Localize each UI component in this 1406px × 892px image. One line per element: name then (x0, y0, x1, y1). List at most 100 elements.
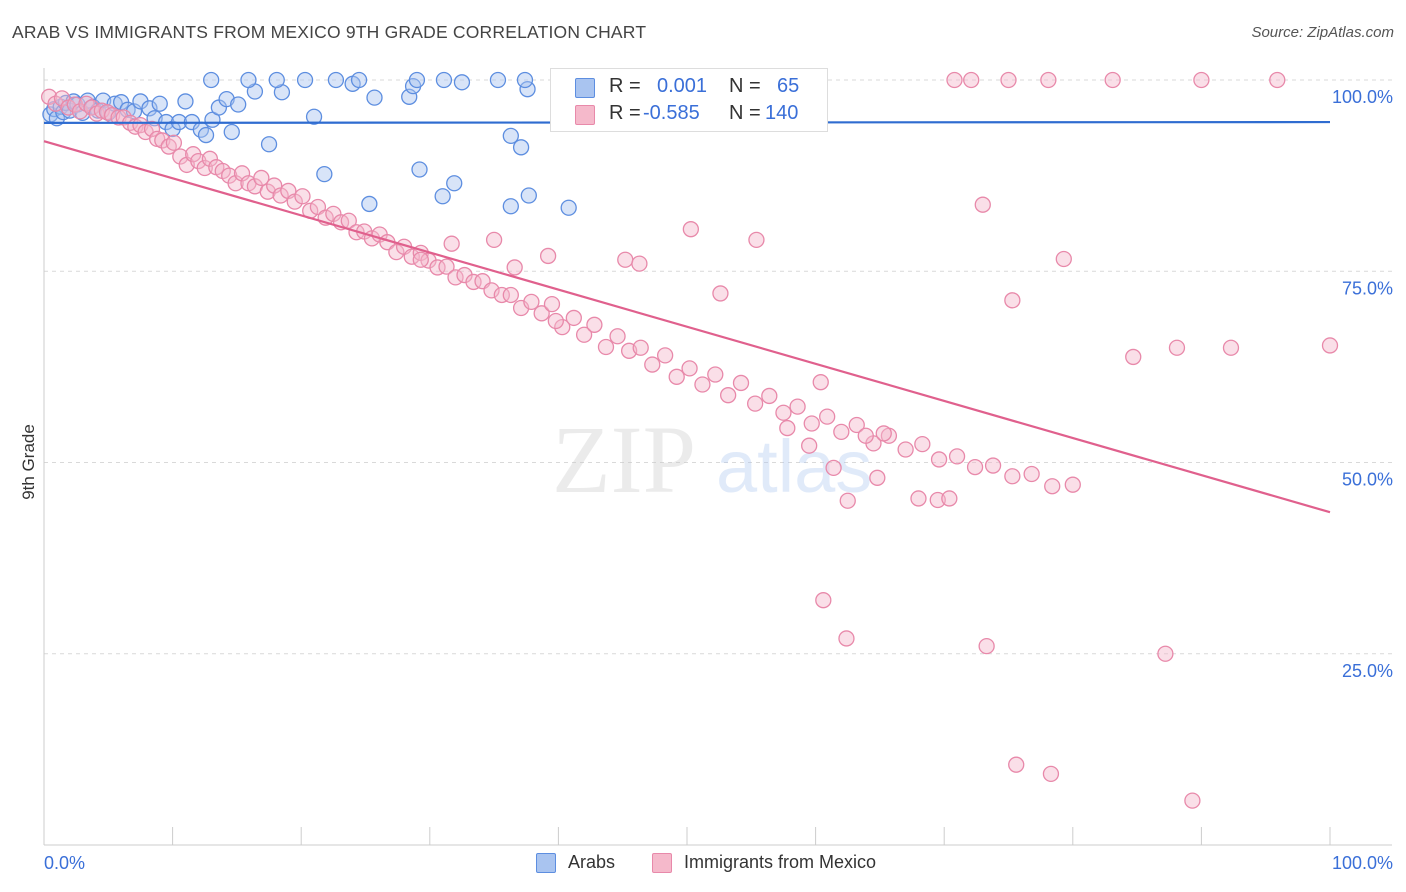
mexico-point (1157, 645, 1174, 662)
mexico-point (1222, 339, 1240, 356)
mexico-point (565, 309, 582, 327)
mexico-point (897, 441, 914, 458)
mexico-point (869, 469, 886, 486)
arabs-point (434, 188, 451, 205)
mexico-point (533, 305, 550, 322)
mexico-point (506, 259, 523, 276)
mexico-r-value: -0.585 (643, 102, 700, 124)
arabs-point (516, 71, 534, 89)
y-tick-label: 75.0% (1342, 278, 1393, 298)
mexico-point (984, 457, 1002, 474)
mexico-point (848, 416, 865, 434)
mexico-n-value: 140 (765, 102, 799, 124)
mexico-point (115, 109, 132, 126)
mexico-points (40, 71, 1339, 809)
mexico-point (617, 251, 634, 268)
mexico-point (779, 419, 796, 437)
mexico-point (1184, 792, 1201, 809)
n-label: N = (729, 75, 761, 97)
mexico-point (1193, 71, 1210, 89)
x-tick-label: 0.0% (44, 853, 85, 873)
arabs-point (177, 93, 194, 110)
mexico-swatch (575, 105, 595, 125)
mexico-point (485, 231, 503, 249)
mexico-point (143, 120, 161, 138)
mexico-point (1055, 250, 1072, 268)
mexico-point (609, 328, 626, 345)
mexico-point (539, 247, 557, 265)
mexico-point (554, 318, 571, 336)
mexico-point (547, 312, 564, 330)
source-label: Source: ZipAtlas.com (1251, 24, 1394, 41)
arabs-point (350, 71, 368, 89)
mexico-point (586, 316, 603, 333)
mexico-point (632, 339, 649, 356)
arabs-point (296, 71, 314, 89)
mexico-point (259, 183, 276, 200)
mexico-point (833, 423, 850, 441)
mexico-point (815, 592, 832, 609)
arabs-point (197, 126, 215, 144)
mexico-point (543, 295, 561, 313)
arabs-legend-swatch (536, 853, 556, 873)
mexico-point (682, 221, 700, 238)
arabs-point (305, 108, 323, 125)
mexico-point (597, 338, 615, 356)
mexico-point (1042, 765, 1060, 783)
mexico-point (974, 196, 991, 213)
mexico-point (1004, 292, 1021, 309)
arabs-n-value: 65 (777, 75, 800, 97)
arabs-point (327, 71, 345, 89)
mexico-point (941, 490, 958, 507)
mexico-point (172, 148, 189, 165)
arabs-point (435, 71, 453, 89)
mexico-point (196, 159, 213, 177)
mexico-point (1125, 348, 1142, 366)
mexico-point (712, 285, 729, 302)
arabs-point (453, 74, 471, 91)
arabs-point (203, 71, 220, 89)
mexico-point (656, 347, 674, 364)
arabs-point (316, 165, 333, 183)
mexico-point (801, 437, 818, 454)
correlation-legend: R = 0.001 N = 65 R = -0.585 N = 140 (550, 68, 828, 132)
mexico-point (707, 366, 724, 383)
mexico-point (1004, 468, 1021, 485)
mexico-point (443, 235, 460, 252)
mexico-point (748, 231, 765, 249)
mexico-point (502, 286, 519, 304)
mexico-point (483, 282, 500, 299)
mexico-point (761, 387, 778, 405)
arabs-point (366, 89, 383, 106)
arabs-point (408, 71, 426, 89)
mexico-point (668, 368, 685, 385)
arabs-point (260, 136, 278, 153)
arabs-point (560, 199, 577, 216)
chart-title: ARAB VS IMMIGRANTS FROM MEXICO 9TH GRADE… (12, 22, 647, 42)
legend-row-mexico: R = -0.585 N = 140 (551, 100, 827, 128)
mexico-point (732, 374, 750, 392)
mexico-point (1023, 465, 1040, 483)
mexico-point (493, 286, 510, 304)
mexico-point (838, 630, 855, 647)
x-tick-label: 100.0% (1332, 853, 1393, 873)
watermark-atlas: atlas (716, 425, 872, 508)
arabs-point (240, 71, 257, 89)
arabs-swatch (575, 78, 595, 98)
mexico-point (819, 408, 836, 425)
mexico-point (803, 415, 820, 432)
mexico-point (948, 448, 966, 465)
mexico-point (1040, 71, 1057, 89)
mexico-point (930, 451, 948, 468)
mexico-point (825, 459, 842, 477)
arabs-point (502, 127, 519, 144)
arabs-point (502, 198, 519, 215)
tick-labels: 100.0% 75.0% 50.0% 25.0% 0.0% 100.0% (44, 87, 1393, 873)
arabs-point (519, 81, 536, 98)
watermark-zip: ZIP (552, 406, 696, 513)
y-tick-label: 100.0% (1332, 87, 1393, 107)
arabs-point (223, 123, 240, 141)
arabs-point (268, 71, 285, 89)
arabs-point (520, 187, 537, 204)
